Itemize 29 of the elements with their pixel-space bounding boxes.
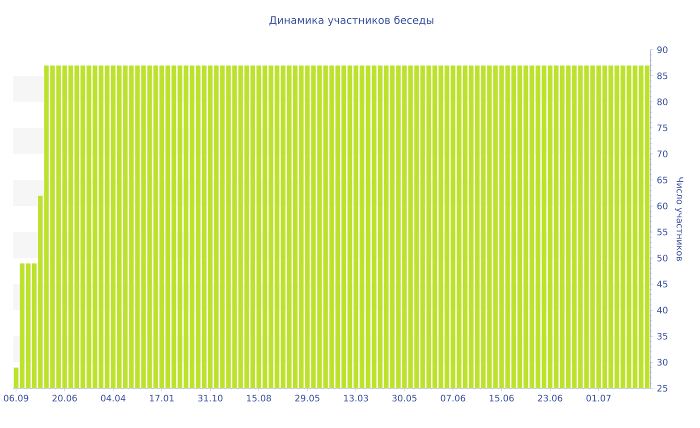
x-tick-label: 04.04 [101,394,126,402]
x-tick-label: 23.06 [538,394,562,402]
y-tick-label: 40 [657,306,668,314]
x-tick-label: 30.05 [392,394,416,402]
y-tick-label: 90 [657,46,668,54]
x-tick-label: 29.05 [295,394,320,402]
x-tick-label: 15.06 [490,394,514,402]
y-tick-label: 65 [657,176,668,184]
x-tick-label: 31.10 [198,394,222,402]
x-tick-label: 01.07 [586,394,611,402]
y-tick-label: 75 [657,124,668,132]
x-tick-label: 20.06 [52,394,77,402]
y-tick-label: 30 [657,358,668,366]
y-tick-label: 80 [657,98,668,106]
x-tick-label: 13.03 [344,394,368,402]
y-tick-label: 55 [657,228,668,236]
y-tick-label: 25 [657,384,668,392]
x-tick-label: 06.09 [4,394,28,402]
y-tick-label: 35 [657,332,668,340]
y-tick-label: 60 [657,202,668,210]
chart-title: Динамика участников беседы [269,16,434,26]
y-tick-label: 85 [657,72,668,80]
x-tick-label: 07.06 [440,394,466,402]
x-tick-label: 15.08 [247,394,271,402]
y-tick-label: 50 [657,254,668,262]
y-axis-title: Число участников [674,177,684,261]
y-tick-label: 70 [657,150,668,158]
y-tick-label: 45 [657,280,668,288]
x-tick-label: 17.01 [150,394,174,402]
